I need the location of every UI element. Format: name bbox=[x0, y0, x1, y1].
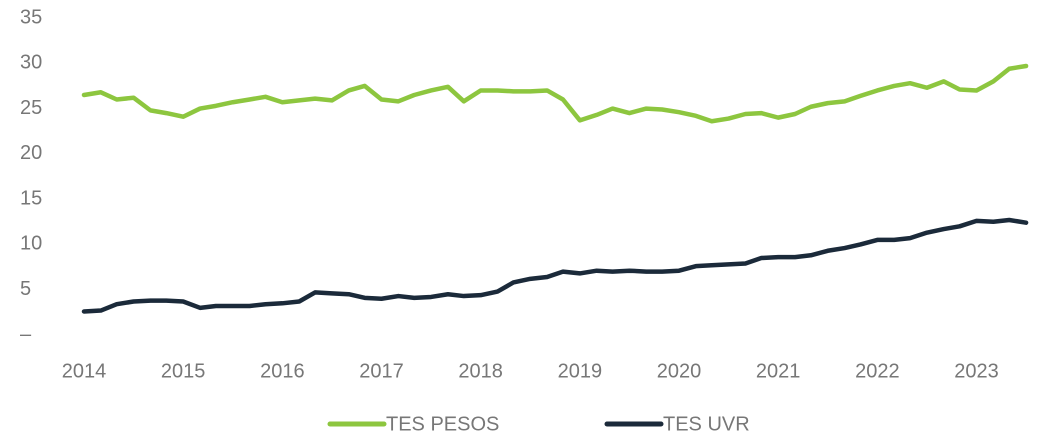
data-line bbox=[81, 63, 1029, 124]
y-tick-label: – bbox=[20, 323, 32, 345]
x-tick-label: 2021 bbox=[756, 360, 801, 382]
x-tick-label: 2022 bbox=[855, 360, 900, 382]
y-tick-label: 25 bbox=[20, 97, 42, 119]
x-tick-label: 2014 bbox=[62, 360, 107, 382]
y-tick-label: 35 bbox=[20, 6, 42, 28]
x-tick-label: 2019 bbox=[558, 360, 603, 382]
x-tick-label: 2020 bbox=[657, 360, 702, 382]
y-tick-label: 5 bbox=[20, 278, 31, 300]
x-tick-label: 2018 bbox=[458, 360, 503, 382]
y-tick-label: 20 bbox=[20, 142, 42, 164]
y-tick-label: 30 bbox=[20, 52, 42, 74]
data-line bbox=[81, 217, 1029, 314]
y-tick-label: 10 bbox=[20, 233, 42, 255]
x-tick-label: 2016 bbox=[260, 360, 305, 382]
y-tick-label: 15 bbox=[20, 187, 42, 209]
legend-label: TES UVR bbox=[663, 413, 750, 435]
x-tick-label: 2023 bbox=[954, 360, 999, 382]
x-tick-label: 2017 bbox=[359, 360, 404, 382]
legend-label: TES PESOS bbox=[386, 413, 499, 435]
x-tick-label: 2015 bbox=[161, 360, 206, 382]
